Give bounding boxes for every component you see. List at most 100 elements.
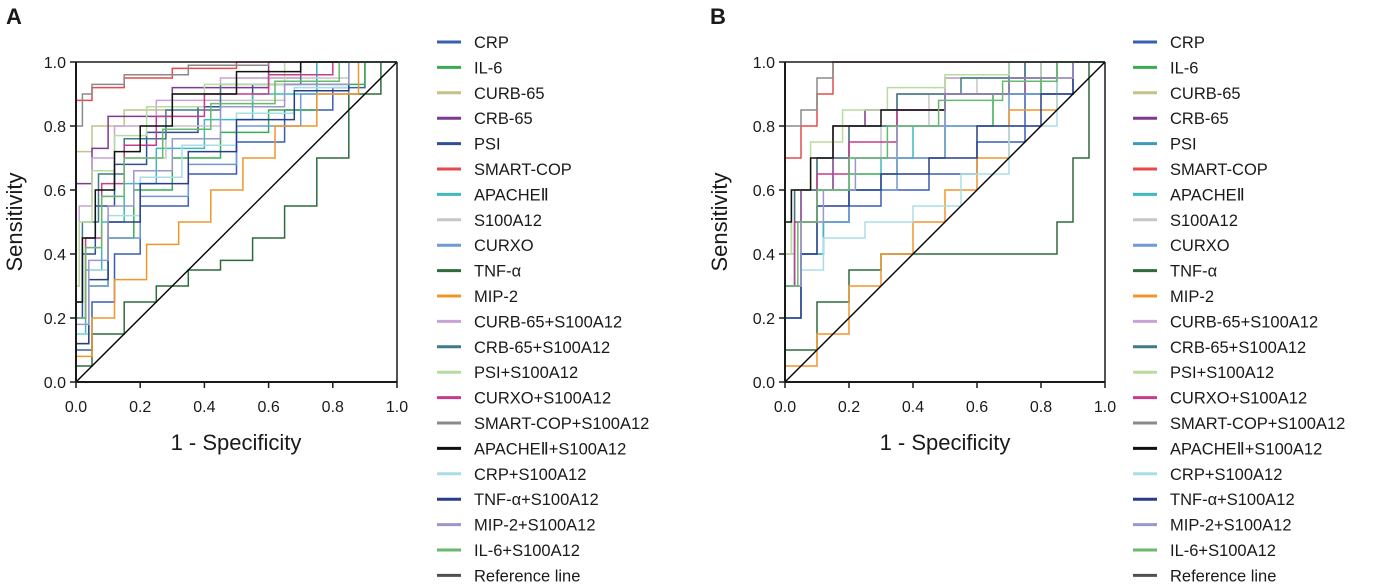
legend-label: APACHEⅡ+S100A12 xyxy=(474,440,626,458)
legend-label: CRP xyxy=(474,34,509,52)
legend-label: CURB-65+S100A12 xyxy=(1170,313,1318,331)
x-tick-label-a: 1.0 xyxy=(386,399,408,416)
roc-curve-a-mip-2 xyxy=(75,61,397,382)
ticks-b: 0.0 0.2 0.4 0.6 0.8 1.0 0.0 0.2 0.4 0.6 0.8 1.0 xyxy=(753,55,1116,416)
roc-curve-a-mip-2-plus-s100a12 xyxy=(75,61,397,382)
legend-item-a-curb-65-plus-s100a12: CURB-65+S100A12 xyxy=(437,313,622,331)
legend-item-b-psi-plus-s100a12: PSI+S100A12 xyxy=(1133,364,1274,382)
x-tick-label-b: 0.4 xyxy=(902,399,924,416)
legend-label: CRP xyxy=(1170,34,1205,52)
legend-item-b-crb-65-plus-s100a12: CRB-65+S100A12 xyxy=(1133,339,1306,357)
x-tick-label-a: 0.2 xyxy=(129,399,151,416)
legend-label: CURB-65 xyxy=(1170,85,1241,103)
legend-label: Reference line xyxy=(474,567,580,585)
legend-item-b-mip-2-plus-s100a12: MIP-2+S100A12 xyxy=(1133,517,1292,535)
x-tick-label-a: 0.6 xyxy=(257,399,279,416)
legend-item-a-mip-2-plus-s100a12: MIP-2+S100A12 xyxy=(437,517,596,535)
legend-item-b-apacheii-plus-s100a12: APACHEⅡ+S100A12 xyxy=(1133,440,1322,458)
legend-label: MIP-2 xyxy=(474,288,518,306)
roc-curve-a-reference-line xyxy=(75,61,398,383)
legend-label: CRB-65+S100A12 xyxy=(474,339,610,357)
legend-item-a-tnf-alpha-plus-s100a12: TNF-α+S100A12 xyxy=(437,491,599,509)
roc-curve-b-tnf-alpha xyxy=(784,61,1105,382)
legend-label: SMART-COP xyxy=(474,161,572,179)
legend-label: APACHEⅡ xyxy=(1170,186,1245,204)
x-tick-label-b: 1.0 xyxy=(1094,399,1116,416)
legend-item-a-curb-65: CURB-65 xyxy=(437,85,545,103)
legend-label: CURB-65 xyxy=(474,85,545,103)
y-tick-label-a: 1.0 xyxy=(44,55,66,72)
panel-letter-a: A xyxy=(6,4,22,29)
x-axis-title-b: 1 - Specificity xyxy=(880,430,1011,455)
legend-label: TNF-α xyxy=(1170,263,1218,281)
legend-item-b-smart-cop: SMART-COP xyxy=(1133,161,1268,179)
x-tick-label-a: 0.8 xyxy=(322,399,344,416)
y-tick-label-a: 0.6 xyxy=(44,183,66,200)
legend-label: CURXO+S100A12 xyxy=(474,390,611,408)
legend-label: IL-6+S100A12 xyxy=(474,542,580,560)
legend-item-b-curxo: CURXO xyxy=(1133,237,1230,255)
legend-label: MIP-2 xyxy=(1170,288,1214,306)
legend-label: CURXO xyxy=(1170,237,1230,255)
legend-item-a-psi-plus-s100a12: PSI+S100A12 xyxy=(437,364,578,382)
legend-item-a-crb-65: CRB-65 xyxy=(437,110,533,128)
legend-label: CURB-65+S100A12 xyxy=(474,313,622,331)
legend-item-a-reference-line: Reference line xyxy=(437,567,580,585)
series-group-a xyxy=(75,61,398,383)
legend-b: CRP IL-6 CURB-65 CRB-65 PSI SMART-COP APACHEⅡ S… xyxy=(1133,34,1345,585)
y-tick-label-a: 0.2 xyxy=(44,311,66,328)
roc-curve-a-smart-cop-plus-s100a12 xyxy=(75,61,397,382)
legend-item-a-apacheii: APACHEⅡ xyxy=(437,186,549,204)
legend-item-a-mip-2: MIP-2 xyxy=(437,288,518,306)
legend-label: APACHEⅡ+S100A12 xyxy=(1170,440,1322,458)
legend-label: IL-6 xyxy=(474,59,502,77)
legend-label: Reference line xyxy=(1170,567,1276,585)
legend-item-a-apacheii-plus-s100a12: APACHEⅡ+S100A12 xyxy=(437,440,626,458)
legend-item-a-s100a12: S100A12 xyxy=(437,212,542,230)
legend-label: IL-6+S100A12 xyxy=(1170,542,1276,560)
legend-item-b-crp: CRP xyxy=(1133,34,1205,52)
legend-item-b-curb-65: CURB-65 xyxy=(1133,85,1241,103)
y-axis-title-a: Sensitivity xyxy=(2,172,27,271)
panel-a: A 0.0 0.2 0.4 0.6 0.8 1.0 0.0 0.2 0.4 0.6 0.8 1.0 1… xyxy=(2,4,649,585)
legend-item-a-il-6-plus-s100a12: IL-6+S100A12 xyxy=(437,542,580,560)
x-tick-label-a: 0.0 xyxy=(65,399,87,416)
roc-curve-b-il-6-plus-s100a12 xyxy=(784,61,1105,382)
legend-label: S100A12 xyxy=(474,212,542,230)
legend-item-a-psi: PSI xyxy=(437,136,501,154)
legend-label: SMART-COP+S100A12 xyxy=(474,415,649,433)
legend-label: CRB-65 xyxy=(1170,110,1229,128)
legend-item-b-mip-2: MIP-2 xyxy=(1133,288,1214,306)
legend-label: TNF-α+S100A12 xyxy=(1170,491,1295,509)
legend-item-a-crb-65-plus-s100a12: CRB-65+S100A12 xyxy=(437,339,610,357)
legend-item-a-crp-plus-s100a12: CRP+S100A12 xyxy=(437,466,586,484)
legend-label: S100A12 xyxy=(1170,212,1238,230)
legend-label: TNF-α+S100A12 xyxy=(474,491,599,509)
legend-item-b-crb-65: CRB-65 xyxy=(1133,110,1229,128)
legend-item-b-apacheii: APACHEⅡ xyxy=(1133,186,1245,204)
legend-item-a-crp: CRP xyxy=(437,34,509,52)
y-tick-label-b: 0.0 xyxy=(753,375,775,392)
legend-label: SMART-COP+S100A12 xyxy=(1170,415,1345,433)
x-tick-label-b: 0.2 xyxy=(838,399,860,416)
legend-label: CRB-65+S100A12 xyxy=(1170,339,1306,357)
legend-item-b-il-6-plus-s100a12: IL-6+S100A12 xyxy=(1133,542,1276,560)
legend-label: PSI+S100A12 xyxy=(1170,364,1274,382)
legend-label: CURXO+S100A12 xyxy=(1170,390,1307,408)
legend-item-b-smart-cop-plus-s100a12: SMART-COP+S100A12 xyxy=(1133,415,1345,433)
legend-item-a-smart-cop: SMART-COP xyxy=(437,161,572,179)
legend-label: MIP-2+S100A12 xyxy=(474,517,596,535)
legend-label: CRP+S100A12 xyxy=(474,466,586,484)
legend-label: PSI xyxy=(474,136,501,154)
legend-label: IL-6 xyxy=(1170,59,1198,77)
legend-item-a-curxo: CURXO xyxy=(437,237,534,255)
legend-item-a-il-6: IL-6 xyxy=(437,59,502,77)
legend-item-b-il-6: IL-6 xyxy=(1133,59,1198,77)
legend-item-b-curb-65-plus-s100a12: CURB-65+S100A12 xyxy=(1133,313,1318,331)
legend-item-b-psi: PSI xyxy=(1133,136,1197,154)
legend-item-a-curxo-plus-s100a12: CURXO+S100A12 xyxy=(437,390,611,408)
legend-item-a-tnf-alpha: TNF-α xyxy=(437,263,522,281)
y-tick-label-b: 0.2 xyxy=(753,311,775,328)
y-tick-label-b: 0.4 xyxy=(753,247,775,264)
